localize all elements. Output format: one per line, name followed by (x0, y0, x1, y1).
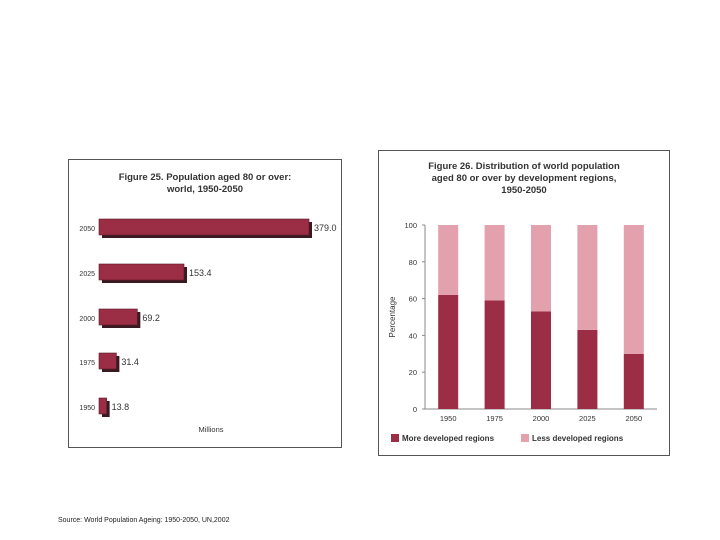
y-tick-label: 0 (413, 405, 417, 414)
bar (98, 308, 138, 326)
data-label: 31.4 (121, 357, 139, 367)
x-tick-label: 1975 (486, 414, 503, 423)
x-tick-label: 1950 (440, 414, 457, 423)
bar (98, 218, 310, 236)
figure-26-title: Figure 26. Distribution of world populat… (428, 161, 620, 196)
stacked-bar-segment (577, 329, 598, 409)
data-label: 153.4 (189, 268, 212, 278)
figure-25-title: Figure 25. Population aged 80 or over: w… (118, 172, 292, 195)
stacked-bar-segment (623, 225, 644, 354)
stacked-bar-segment (531, 225, 551, 312)
data-label: 69.2 (142, 313, 160, 323)
figure-25-panel: Figure 25. Population aged 80 or over: w… (68, 159, 342, 448)
category-label: 2000 (79, 316, 95, 323)
data-label: 379.0 (314, 223, 337, 233)
y-axis-label: Percentage (388, 296, 397, 337)
category-label: 2025 (79, 271, 95, 278)
category-label: 1975 (79, 360, 95, 367)
stacked-bar-segment (438, 294, 459, 409)
x-tick-label: 2000 (533, 414, 550, 423)
stacked-bar-segment (577, 225, 598, 330)
legend-label: More developed regions (402, 434, 495, 443)
stacked-bar-segment (484, 300, 505, 409)
y-tick-label: 100 (404, 221, 417, 230)
y-tick-label: 80 (409, 258, 417, 267)
y-tick-label: 60 (409, 295, 417, 304)
stacked-bar-segment (623, 353, 644, 409)
figure-26-chart: 0 20 40 60 80 100 Percentage 1950 1975 2000 2025 20… (388, 221, 657, 443)
category-label: 1950 (79, 405, 95, 412)
stacked-bar-segment (531, 311, 551, 409)
x-tick-label: 2050 (625, 414, 642, 423)
stacked-bar-segment (484, 225, 505, 301)
legend-swatch (521, 434, 529, 442)
bar (98, 263, 185, 281)
legend-swatch (391, 434, 399, 442)
y-tick-label: 20 (409, 368, 417, 377)
source-note: Source: World Population Ageing: 1950-20… (58, 517, 230, 524)
y-tick-label: 40 (409, 331, 417, 340)
figure-25-chart: 2050 379.0 2025 153.4 2000 69.2 1975 31.4 1950 13… (79, 218, 337, 434)
bar (98, 352, 117, 370)
figure-26-panel: Figure 26. Distribution of world populat… (378, 150, 670, 456)
bar (98, 397, 107, 415)
stacked-bar-segment (438, 225, 459, 295)
data-label: 13.8 (112, 402, 130, 412)
x-axis-label: Millions (198, 425, 223, 434)
category-label: 2050 (79, 226, 95, 233)
legend-label: Less developed regions (532, 434, 624, 443)
x-tick-label: 2025 (579, 414, 596, 423)
